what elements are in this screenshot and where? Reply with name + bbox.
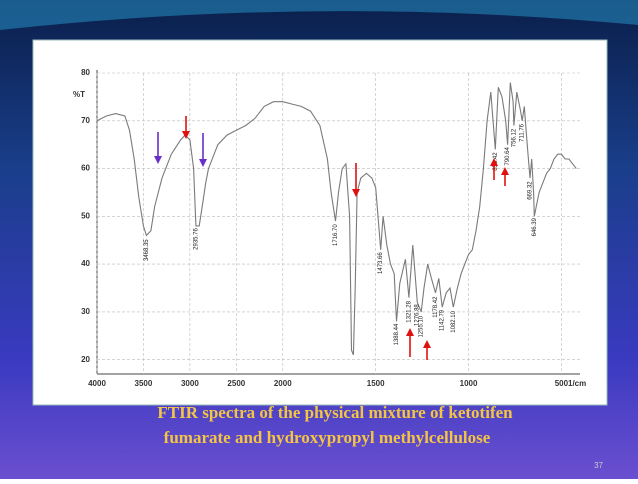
page-number: 37	[594, 461, 603, 470]
caption: FTIR spectra of the physical mixture of …	[157, 403, 513, 422]
peak-label: 1178.42	[433, 296, 439, 318]
spectrum-line	[96, 82, 577, 356]
peak-label: 669.32	[528, 181, 534, 200]
y-tick-label: 20	[81, 355, 90, 364]
y-tick-label: 30	[81, 307, 90, 316]
peak-label: 1473.66	[378, 252, 384, 274]
peak-label: 2935.76	[193, 227, 199, 249]
y-tick-label: 60	[81, 164, 90, 173]
peak-label: 1388.44	[394, 323, 400, 345]
decor	[0, 0, 638, 30]
x-tick-label: 4000	[88, 379, 106, 388]
peak-label: 1276.88	[415, 304, 421, 326]
y-tick-label: 80	[81, 68, 90, 77]
x-tick-label: 1000	[460, 379, 478, 388]
x-tick-label: 2500	[227, 379, 245, 388]
arrows	[154, 116, 509, 360]
chart: 20 30 40 50 60 70 80 4000 3500 3000 2500 2000 1500 10…	[73, 68, 586, 388]
peak-label: 1082.10	[451, 310, 457, 332]
x-tick-label: 3500	[135, 379, 153, 388]
y-axis-label: %T	[73, 90, 85, 99]
peak-label: 1321.28	[406, 300, 412, 322]
peak-label: 711.76	[520, 123, 526, 142]
x-tick-label: 3000	[181, 379, 199, 388]
y-tick-label: 40	[81, 259, 90, 268]
x-axis-label: 1/cm	[568, 379, 586, 388]
peak-label: 790.64	[505, 146, 511, 165]
peak-label: 646.39	[532, 217, 538, 236]
x-tick-label: 1500	[367, 379, 385, 388]
peak-label: 1255.10	[419, 315, 425, 337]
caption: fumarate and hydroxypropyl methylcellulo…	[164, 428, 491, 447]
peak-label: 756.12	[511, 128, 517, 147]
peak-label: 3468.35	[144, 239, 150, 261]
x-tick-label: 2000	[274, 379, 292, 388]
chart-panel	[32, 39, 608, 406]
y-tick-label: 50	[81, 211, 90, 220]
y-tick-label: 70	[81, 116, 90, 125]
peak-label: 1716.70	[333, 224, 339, 246]
peak-label: 1142.79	[440, 309, 446, 331]
x-tick-label: 500	[555, 379, 569, 388]
